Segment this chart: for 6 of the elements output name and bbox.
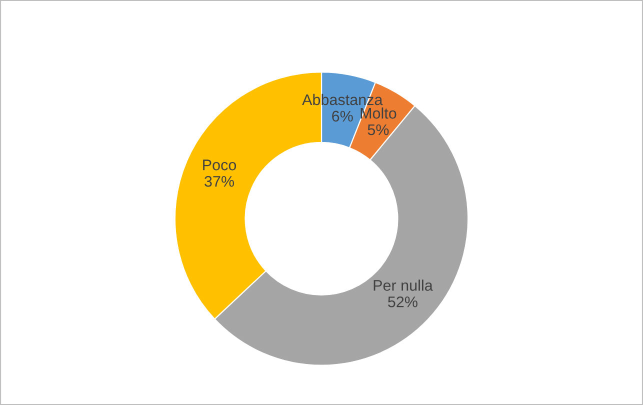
data-label: 5% bbox=[368, 124, 389, 136]
data-label: 37% bbox=[204, 176, 234, 187]
slice-label: Per nulla bbox=[374, 280, 433, 291]
data-label: 6% bbox=[332, 110, 353, 122]
slice-label: Poco bbox=[203, 160, 236, 170]
data-label: 52% bbox=[388, 296, 418, 308]
